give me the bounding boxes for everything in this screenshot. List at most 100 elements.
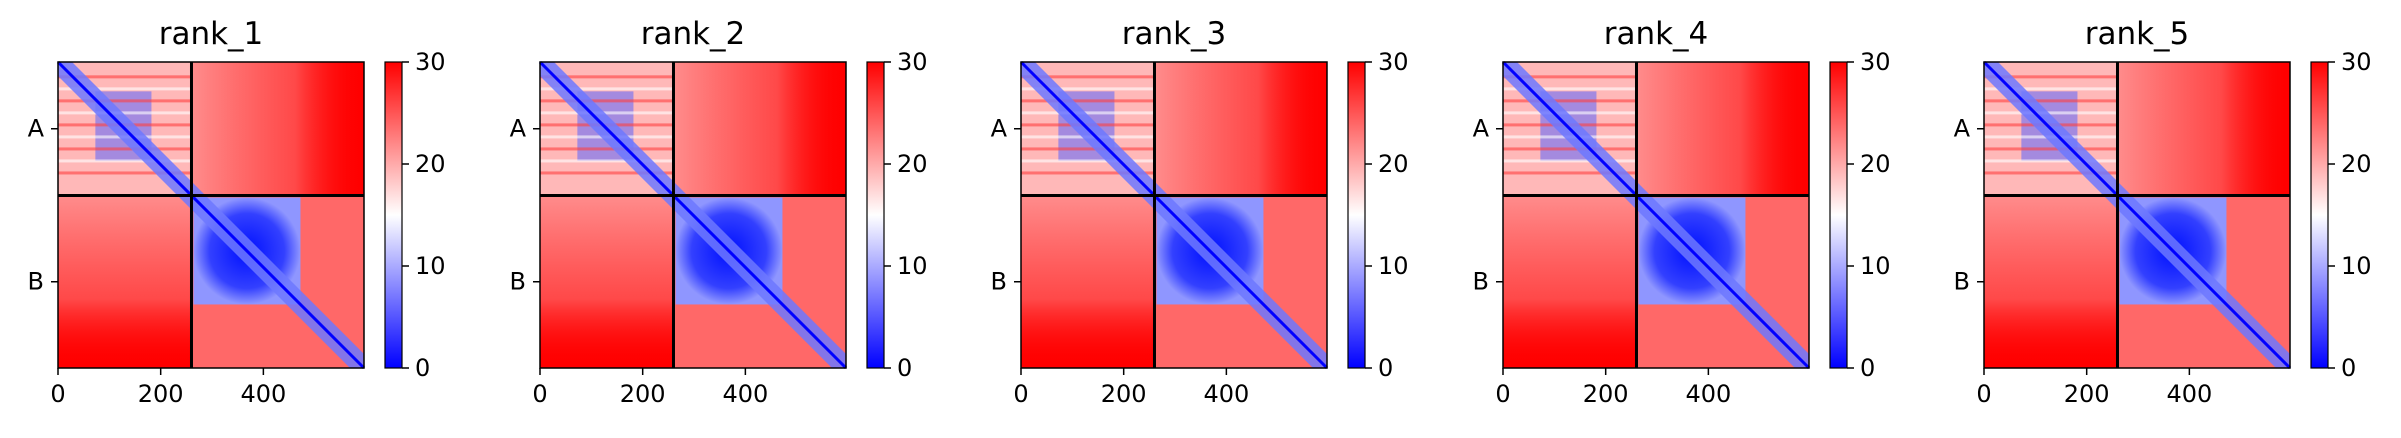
chain-a-stripe <box>58 87 192 91</box>
x-tick-label: 400 <box>722 380 768 408</box>
x-tick-label: 400 <box>1685 380 1731 408</box>
colorbar-tick-label: 20 <box>415 150 446 178</box>
interchain-block-ab <box>673 62 846 196</box>
pae-heatmap <box>1501 60 1811 370</box>
chain-a-stripe <box>540 147 674 151</box>
chain-label: B <box>991 268 1007 296</box>
panel-title: rank_5 <box>2085 16 2190 52</box>
interchain-block-ab <box>1154 62 1327 196</box>
colorbar-tick-label: 30 <box>1378 48 1409 76</box>
diagonal-line <box>538 60 848 370</box>
axes-frame <box>1983 61 2291 369</box>
chain-label: B <box>510 268 526 296</box>
panel-1: rank_1 0 200 400 A B 0 10 20 30 <box>28 16 446 408</box>
panel-title: rank_4 <box>1604 16 1709 52</box>
chain-a-stripe <box>540 171 674 175</box>
colorbar-tick-label: 30 <box>897 48 928 76</box>
colorbar: 0 10 20 30 <box>384 48 446 382</box>
colorbar-tick-label: 10 <box>1378 252 1409 280</box>
x-tick-label: 200 <box>1583 380 1629 408</box>
colorbar-tick-label: 30 <box>1860 48 1891 76</box>
pae-heatmap <box>538 60 848 370</box>
chain-a-stripe <box>1984 87 2118 91</box>
colorbar-gradient <box>384 61 403 369</box>
chain-a-stripe <box>58 147 192 151</box>
chain-a-stripe <box>1984 171 2118 175</box>
chain-a-stripe <box>540 87 674 91</box>
chain-label: B <box>1954 268 1970 296</box>
chain-a-stripe <box>1984 147 2118 151</box>
x-tick-label: 200 <box>620 380 666 408</box>
chain-a-stripe <box>1503 111 1637 115</box>
x-tick-label: 400 <box>240 380 286 408</box>
chain-a-stripe <box>540 99 674 103</box>
colorbar-gradient <box>1347 61 1366 369</box>
chain-label: A <box>1473 115 1490 143</box>
colorbar-tick-label: 20 <box>1378 150 1409 178</box>
diagonal-line <box>1501 60 1811 370</box>
chain-a-stripe <box>1984 159 2118 163</box>
colorbar-gradient <box>1829 61 1848 369</box>
chain-label: A <box>1954 115 1971 143</box>
colorbar-tick-label: 10 <box>2341 252 2372 280</box>
chain-a-stripe <box>1984 75 2118 79</box>
panel-3: rank_3 0 200 400 A B 0 10 20 30 <box>991 16 1409 408</box>
axes-frame <box>539 61 847 369</box>
chain-a-stripe <box>58 171 192 175</box>
colorbar-tick-label: 0 <box>1378 354 1393 382</box>
chain-a-stripe <box>1021 171 1155 175</box>
diagonal-line <box>1019 60 1329 370</box>
colorbar-tick-label: 20 <box>1860 150 1891 178</box>
x-tick-label: 0 <box>50 380 65 408</box>
colorbar: 0 10 20 30 <box>2310 48 2372 382</box>
axes-frame <box>1020 61 1328 369</box>
colorbar-gradient <box>2310 61 2329 369</box>
x-tick-label: 200 <box>138 380 184 408</box>
pae-heatmap <box>1019 60 1329 370</box>
chain-a-stripe <box>1503 75 1637 79</box>
chain-a-stripe <box>540 159 674 163</box>
colorbar-tick-label: 20 <box>2341 150 2372 178</box>
chain-a-stripe <box>1021 111 1155 115</box>
panel-title: rank_3 <box>1122 16 1227 52</box>
chain-a-stripe <box>1984 99 2118 103</box>
interchain-block-ba <box>58 195 192 368</box>
chain-a-stripe <box>58 159 192 163</box>
chain-a-stripe <box>1503 171 1637 175</box>
axes-frame <box>57 61 365 369</box>
interchain-block-ba <box>1984 195 2118 368</box>
colorbar-gradient <box>866 61 885 369</box>
x-tick-label: 0 <box>532 380 547 408</box>
panel-title: rank_1 <box>159 16 264 52</box>
chain-a-stripe <box>1021 75 1155 79</box>
chain-label: B <box>28 268 44 296</box>
x-tick-label: 0 <box>1976 380 1991 408</box>
axes-frame <box>1502 61 1810 369</box>
colorbar: 0 10 20 30 <box>1347 48 1409 382</box>
panel-5: rank_5 0 200 400 A B 0 10 20 30 <box>1954 16 2372 408</box>
chain-a-stripe <box>1021 87 1155 91</box>
colorbar-tick-label: 0 <box>897 354 912 382</box>
colorbar: 0 10 20 30 <box>1829 48 1891 382</box>
x-tick-label: 0 <box>1495 380 1510 408</box>
chain-label: B <box>1473 268 1489 296</box>
interchain-block-ba <box>540 195 674 368</box>
chain-label: A <box>991 115 1008 143</box>
colorbar-tick-label: 0 <box>1860 354 1875 382</box>
chain-a-stripe <box>1984 111 2118 115</box>
colorbar-tick-label: 10 <box>897 252 928 280</box>
colorbar-tick-label: 10 <box>1860 252 1891 280</box>
x-tick-label: 0 <box>1013 380 1028 408</box>
chain-a-stripe <box>1021 159 1155 163</box>
chain-a-stripe <box>58 99 192 103</box>
x-tick-label: 200 <box>2064 380 2110 408</box>
chain-a-stripe <box>540 111 674 115</box>
chain-a-stripe <box>58 111 192 115</box>
pae-heatmap <box>1982 60 2292 370</box>
colorbar-tick-label: 20 <box>897 150 928 178</box>
interchain-block-ab <box>191 62 364 196</box>
chain-a-stripe <box>540 75 674 79</box>
chain-a-stripe <box>1021 147 1155 151</box>
colorbar-tick-label: 30 <box>415 48 446 76</box>
